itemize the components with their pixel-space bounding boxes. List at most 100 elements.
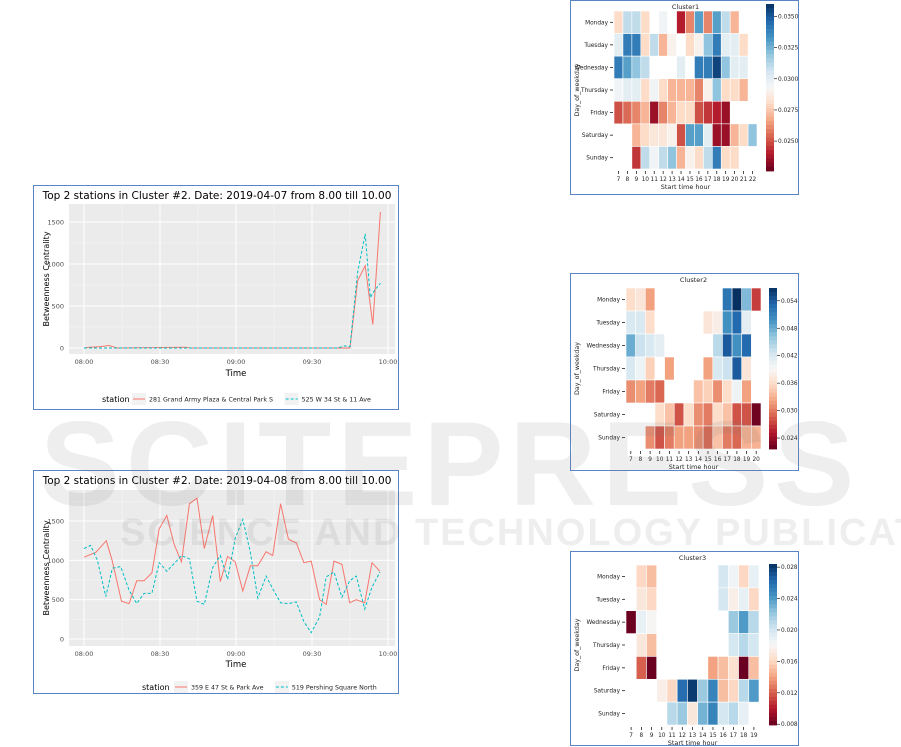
- heatmap-cell: [683, 402, 694, 427]
- heatmap-cell: [722, 425, 733, 450]
- colorbar-segment: [769, 568, 777, 573]
- x-tick-label: 19: [750, 733, 758, 739]
- heatmap-cell: [748, 610, 760, 634]
- heatmap-cell: [738, 587, 750, 612]
- heatmap-cell: [712, 402, 723, 427]
- heatmap-cell: [693, 425, 704, 450]
- heatmap-cell: [646, 564, 657, 589]
- heatmap-cell: [702, 379, 714, 404]
- y-tick-label: Sunday: [586, 156, 608, 162]
- colorbar-segment: [766, 137, 774, 143]
- colorbar-segment: [769, 348, 777, 353]
- x-tick-label: 20: [752, 457, 760, 463]
- colorbar-segment: [769, 624, 777, 629]
- heatmap-cluster1: Monday Tuesday Wednesday Thursday Friday Satu…: [570, 0, 799, 195]
- x-tick-label: 18: [713, 177, 721, 183]
- heatmap-cell: [654, 379, 665, 404]
- heatmap-cell: [667, 78, 677, 102]
- colorbar-segment: [766, 112, 774, 118]
- heatmap-cell: [729, 33, 740, 57]
- heatmap-cell: [658, 33, 668, 57]
- colorbar-segment: [766, 20, 774, 26]
- colorbar-segment: [766, 145, 774, 151]
- heatmap-cell: [729, 55, 740, 80]
- colorbar-segment: [769, 696, 777, 702]
- heatmap-cell: [646, 587, 657, 612]
- heatmap-cell: [687, 678, 698, 703]
- heatmap-cell: [731, 402, 743, 427]
- colorbar-segment: [769, 680, 777, 686]
- colorbar-tick-label: 0.036: [781, 381, 798, 387]
- heatmap-cell: [676, 701, 688, 726]
- colorbar-segment: [766, 12, 774, 17]
- heatmap-cell: [676, 55, 686, 80]
- heatmap-cell: [658, 123, 668, 147]
- colorbar-segment: [769, 444, 777, 450]
- heatmap-cell: [712, 10, 722, 34]
- y-tick-label: 1000: [47, 557, 64, 565]
- heatmap-cell: [654, 402, 665, 427]
- heatmap-cell: [731, 379, 743, 404]
- x-axis-label: Time: [225, 369, 247, 379]
- heatmap-cell: [712, 100, 722, 125]
- x-axis-label: Start time hour: [669, 463, 719, 471]
- x-tick-label: 10: [656, 457, 664, 463]
- heatmap-cell: [738, 678, 750, 703]
- colorbar-segment: [769, 396, 777, 402]
- colorbar-tick-label: 0.0350: [778, 14, 799, 20]
- heatmap-cell: [676, 146, 686, 170]
- heatmap-cell: [728, 701, 739, 726]
- heatmap-cell: [703, 100, 713, 125]
- colorbar-segment: [769, 380, 777, 385]
- heatmap-cell: [722, 310, 733, 335]
- heatmap-cell: [717, 656, 729, 680]
- colorbar-segment: [769, 692, 777, 698]
- colorbar-segment: [769, 716, 777, 722]
- x-tick-label: 12: [675, 457, 683, 463]
- heatmap-cell: [741, 425, 752, 450]
- y-tick-label: Sunday: [598, 712, 620, 718]
- heatmap-cell: [722, 402, 733, 427]
- series-line-1: [83, 517, 381, 634]
- colorbar-tick-label: 0.042: [781, 354, 798, 360]
- y-tick-label: 1000: [47, 261, 64, 269]
- heatmap-cell: [640, 100, 651, 125]
- heatmap-cell: [649, 100, 659, 125]
- heatmap-cell: [667, 146, 677, 170]
- heatmap-cell: [635, 333, 646, 358]
- heatmap-cell: [693, 402, 704, 427]
- heatmap-cell: [703, 10, 713, 34]
- colorbar-segment: [769, 684, 777, 690]
- x-tick-label: 11: [666, 457, 674, 463]
- heatmap-cell: [741, 333, 752, 358]
- heatmap-cell: [702, 425, 714, 450]
- heatmap-title: Cluster2: [680, 276, 707, 284]
- x-tick-label: 11: [668, 733, 676, 739]
- colorbar-segment: [769, 640, 777, 645]
- colorbar-segment: [766, 120, 774, 126]
- heatmap-cell: [613, 10, 624, 34]
- heatmap-cell: [666, 701, 678, 726]
- x-axis-label: Start time hour: [668, 739, 718, 747]
- y-tick-label: Wednesday: [586, 344, 620, 350]
- heatmap-cell: [720, 10, 731, 34]
- heatmap-cell: [728, 678, 739, 703]
- x-tick-label: 08:00: [75, 650, 94, 658]
- x-axis-label: Start time hour: [661, 183, 711, 191]
- colorbar-segment: [769, 360, 777, 365]
- y-tick-label: 1500: [47, 518, 64, 526]
- heatmap-cell: [741, 287, 752, 312]
- colorbar-segment: [769, 712, 777, 718]
- colorbar-segment: [769, 596, 777, 601]
- heatmap-cell: [687, 701, 698, 726]
- heatmap-cell: [656, 678, 668, 703]
- x-tick-label: 14: [677, 177, 685, 183]
- x-tick-label: 17: [704, 177, 712, 183]
- colorbar-segment: [769, 428, 777, 434]
- y-tick-label: Thursday: [580, 88, 609, 94]
- y-tick-label: Monday: [597, 574, 620, 580]
- colorbar-segment: [769, 608, 777, 613]
- heatmap-cell: [693, 379, 704, 404]
- colorbar-segment: [769, 708, 777, 714]
